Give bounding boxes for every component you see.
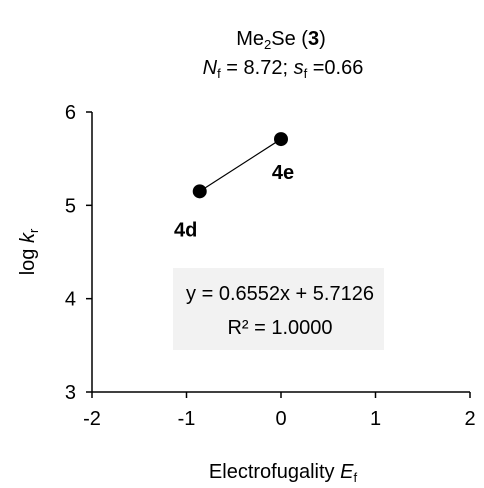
data-point-4d [192, 184, 207, 199]
series-line [199, 138, 282, 192]
x-tick-label: -2 [83, 408, 101, 430]
y-tick-label: 5 [65, 195, 76, 217]
point-label-4d: 4d [174, 219, 197, 241]
x-tick-label: 1 [370, 408, 381, 430]
regression-equation: y = 0.6552x + 5.7126 [186, 283, 374, 305]
point-label-4e: 4e [272, 162, 294, 184]
r-squared: R² = 1.0000 [227, 317, 332, 339]
x-axis-label: Electrofugality Ef [209, 461, 358, 485]
equation-box [173, 268, 384, 350]
chart-title-line1: Me2Se (3) [236, 28, 326, 52]
chart-subtitle: Nf = 8.72; sf =0.66 [203, 57, 364, 81]
x-tick-label: 2 [464, 408, 475, 430]
x-tick-label: 0 [275, 408, 286, 430]
y-tick-label: 6 [65, 102, 76, 124]
x-tick-label: -1 [178, 408, 196, 430]
data-point-4e [274, 132, 288, 147]
y-tick-label: 3 [65, 382, 76, 404]
y-axis-label: log kr [17, 228, 41, 275]
y-tick-label: 4 [65, 289, 76, 311]
